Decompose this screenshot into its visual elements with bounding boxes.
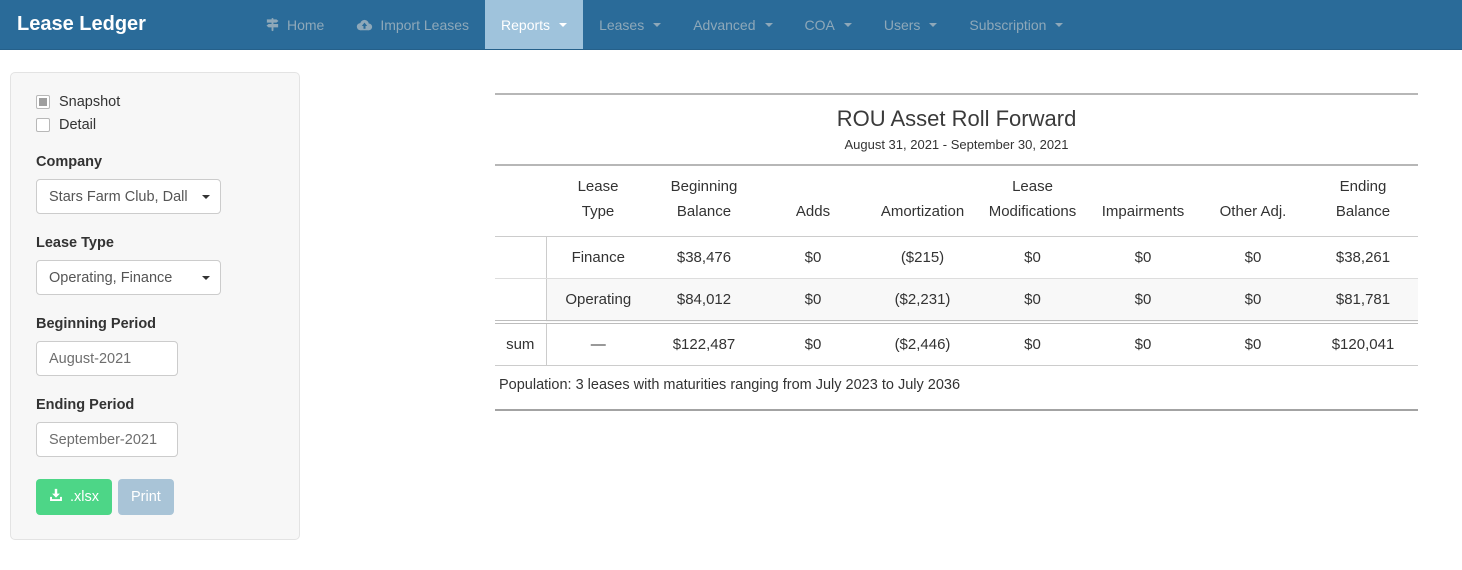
- nav-item-label: Users: [883, 16, 921, 33]
- nav-item-label: Leases: [599, 16, 645, 33]
- sum-row-label: sum: [495, 321, 547, 366]
- divider: [495, 93, 1418, 95]
- header-cell-lease-type: Lease Type: [546, 165, 650, 237]
- company-select-value: Stars Farm Club, Dall: [49, 188, 188, 205]
- chevron-down-icon: [559, 22, 568, 27]
- table-cell: $81,781: [1308, 278, 1418, 324]
- table-cell: $0: [977, 236, 1088, 279]
- table-row-finance: Finance $38,476 $0 ($215) $0 $0 $0 $38,2…: [495, 236, 1418, 279]
- header-cell-amortization: Amortization: [868, 165, 977, 237]
- company-label: Company: [36, 154, 103, 170]
- export-xlsx-label: .xlsx: [70, 489, 99, 505]
- chevron-down-icon: [1055, 22, 1064, 27]
- nav-item-leases[interactable]: Leases: [583, 0, 677, 49]
- nav-item-label: Home: [286, 16, 325, 33]
- table-cell: ($215): [868, 236, 977, 279]
- table-cell: [495, 236, 547, 279]
- snapshot-checkbox-row[interactable]: Snapshot: [36, 94, 279, 110]
- table-cell: $0: [977, 278, 1088, 324]
- header-cell-impairments: Impairments: [1088, 165, 1198, 237]
- nav-item-subscription[interactable]: Subscription: [953, 0, 1079, 49]
- chevron-down-icon: [202, 194, 210, 199]
- population-footnote: Population: 3 leases with maturities ran…: [495, 366, 1418, 411]
- header-cell-other-adj: Other Adj.: [1198, 165, 1308, 237]
- cloud-upload-icon: [356, 18, 373, 32]
- snapshot-label: Snapshot: [59, 94, 121, 110]
- lease-type-label: Lease Type: [36, 235, 114, 251]
- detail-label: Detail: [59, 117, 97, 133]
- table-cell: $84,012: [650, 278, 758, 324]
- chevron-down-icon: [929, 22, 938, 27]
- chevron-down-icon: [202, 275, 210, 280]
- table-cell: Operating: [546, 278, 650, 324]
- table-cell: $0: [1198, 321, 1308, 366]
- ending-period-input[interactable]: [36, 422, 178, 457]
- table-cell: $38,261: [1308, 236, 1418, 279]
- header-cell-lease-modifications: Lease Modifications: [977, 165, 1088, 237]
- checkbox-fill: [39, 98, 47, 106]
- lease-type-select[interactable]: Operating, Finance: [36, 260, 221, 295]
- table-cell: $0: [1088, 236, 1198, 279]
- nav-item-home[interactable]: Home: [249, 0, 340, 49]
- table-cell: $0: [758, 236, 868, 279]
- nav-item-label: Advanced: [693, 16, 756, 33]
- nav-item-reports[interactable]: Reports: [485, 0, 584, 49]
- lease-type-select-value: Operating, Finance: [49, 269, 173, 286]
- detail-checkbox[interactable]: [36, 118, 50, 132]
- table-cell: $120,041: [1308, 321, 1418, 366]
- table-cell: Finance: [546, 236, 650, 279]
- print-button[interactable]: Print: [118, 479, 174, 515]
- report-area: ROU Asset Roll Forward August 31, 2021 -…: [495, 93, 1418, 411]
- navbar: Lease Ledger Home: [0, 0, 1462, 50]
- nav-item-users[interactable]: Users: [868, 0, 954, 49]
- table-cell: $0: [758, 278, 868, 324]
- download-icon: [49, 488, 63, 506]
- report-filters-panel: Snapshot Detail Company Stars Farm Club,…: [10, 72, 300, 540]
- export-button-row: .xlsx Print: [36, 479, 279, 515]
- table-row-sum: sum — $122,487 $0 ($2,446) $0 $0 $0 $120…: [495, 321, 1418, 366]
- table-cell: $122,487: [650, 321, 758, 366]
- table-cell: $0: [977, 321, 1088, 366]
- brand-logo[interactable]: Lease Ledger: [17, 13, 146, 35]
- table-row-operating: Operating $84,012 $0 ($2,231) $0 $0 $0 $…: [495, 278, 1418, 324]
- nav-item-import-leases[interactable]: Import Leases: [340, 0, 485, 49]
- rou-roll-forward-table: Lease Type Beginning Balance Adds Amorti…: [495, 164, 1418, 366]
- header-cell-beginning-balance: Beginning Balance: [650, 165, 758, 237]
- table-cell: [495, 278, 547, 324]
- nav-item-advanced[interactable]: Advanced: [677, 0, 788, 49]
- table-cell: $0: [1088, 278, 1198, 324]
- table-cell: $0: [1198, 236, 1308, 279]
- nav-item-label: Subscription: [969, 16, 1047, 33]
- chevron-down-icon: [764, 22, 773, 27]
- nav-item-label: COA: [804, 16, 835, 33]
- header-cell: [495, 165, 546, 237]
- map-signs-icon: [265, 17, 280, 32]
- table-cell: $38,476: [650, 236, 758, 279]
- beginning-period-input[interactable]: [36, 341, 178, 376]
- beginning-period-label: Beginning Period: [36, 316, 157, 332]
- table-cell: ($2,446): [868, 321, 977, 366]
- chevron-down-icon: [843, 22, 852, 27]
- nav-item-label: Reports: [501, 16, 551, 33]
- table-cell: ($2,231): [868, 278, 977, 324]
- report-title: ROU Asset Roll Forward: [836, 106, 1077, 131]
- company-select[interactable]: Stars Farm Club, Dall: [36, 179, 221, 214]
- chevron-down-icon: [653, 22, 662, 27]
- ending-period-label: Ending Period: [36, 397, 135, 413]
- header-cell-adds: Adds: [758, 165, 868, 237]
- print-label: Print: [131, 489, 161, 505]
- main-nav: Home Import Leases Reports L: [249, 0, 1080, 49]
- detail-checkbox-row[interactable]: Detail: [36, 117, 279, 133]
- snapshot-checkbox[interactable]: [36, 95, 50, 109]
- table-cell: $0: [758, 321, 868, 366]
- nav-item-coa[interactable]: COA: [789, 0, 868, 49]
- table-cell: $0: [1088, 321, 1198, 366]
- nav-item-label: Import Leases: [380, 16, 470, 33]
- export-xlsx-button[interactable]: .xlsx: [36, 479, 112, 515]
- table-cell: $0: [1198, 278, 1308, 324]
- report-date-range: August 31, 2021 - September 30, 2021: [844, 137, 1069, 152]
- header-cell-ending-balance: Ending Balance: [1308, 165, 1418, 237]
- table-header-row: Lease Type Beginning Balance Adds Amorti…: [495, 165, 1418, 237]
- table-cell: —: [546, 321, 650, 366]
